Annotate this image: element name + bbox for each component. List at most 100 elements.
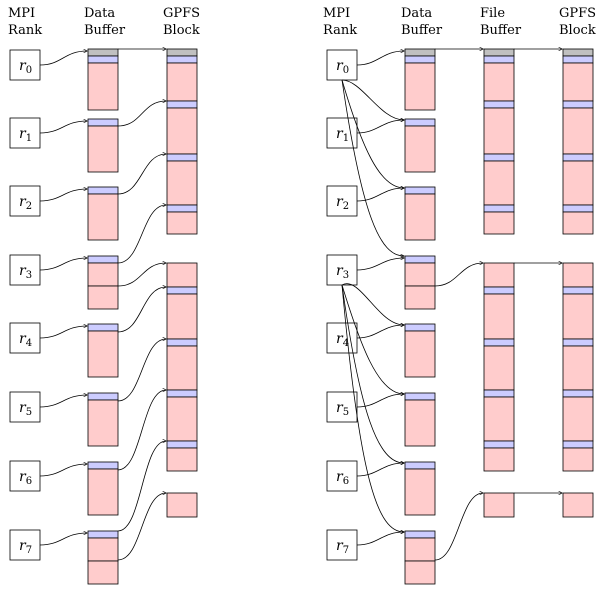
right-filebuffer-block-2-header-2	[483, 338, 515, 347]
left-header-rank-line2: Rank	[8, 23, 42, 38]
left-block-2-header-4	[166, 440, 198, 449]
left-buffer-6-header	[87, 461, 119, 470]
left-buffer-2-data	[87, 193, 119, 241]
right-rank-1: r1	[326, 117, 358, 149]
right-buffer-5	[404, 392, 436, 447]
left-buffer-4-data	[87, 330, 119, 378]
right-buffer-3	[404, 255, 436, 310]
right-rank-0: r0	[326, 49, 358, 81]
right-block-1-meta	[562, 48, 594, 57]
right-header-rank-line2: Rank	[323, 23, 357, 38]
right-block-1-data-0	[562, 62, 594, 102]
right-buffer-7-header	[404, 530, 436, 539]
left-rank-3: r3	[9, 254, 41, 286]
right-filebuffer-block-1-header-0	[483, 55, 515, 64]
right-filebuffer-block-3-data-0	[483, 492, 515, 518]
left-buffer-to-block-arrow-9	[117, 493, 166, 561]
left-block-2-data-2	[166, 345, 198, 391]
right-rank-to-buffer-arrow-0	[356, 51, 404, 66]
right-rank-3: r3	[326, 254, 358, 286]
right-block-1-data-2	[562, 160, 594, 206]
left-rank-1: r1	[9, 117, 41, 149]
right-rank-7: r7	[326, 529, 358, 561]
left-block-1-data-1	[166, 107, 198, 155]
right-r0-fan-arrow-c	[341, 79, 404, 256]
right-filebuffer-block-2-header-3	[483, 389, 515, 398]
right-filebuffer-block-1-header-2	[483, 153, 515, 162]
left-rank-0: r0	[9, 49, 41, 81]
right-block-2-header-2	[562, 338, 594, 347]
right-buffer-1-data	[404, 125, 436, 173]
left-buffer-3	[87, 255, 119, 310]
left-buffer-to-block-arrow-4	[117, 263, 166, 287]
right-filebuffer-block-1	[483, 48, 515, 235]
left-block-3	[166, 492, 198, 518]
left-header-block-line2: Block	[163, 23, 200, 38]
right-diagram: MPI Rank Data Buffer File Buffer GPFS Bl…	[323, 6, 596, 585]
left-rank-to-buffer-arrow-5	[39, 395, 87, 408]
left-rank-box-3	[9, 254, 41, 286]
right-rank-box-7	[326, 529, 358, 561]
right-filebuffer-block-2-header-1	[483, 286, 515, 295]
left-buffer-5	[87, 392, 119, 447]
left-buffer-6	[87, 461, 119, 516]
left-buffer-7	[87, 530, 119, 585]
right-buffer-6	[404, 461, 436, 516]
right-rank-6: r6	[326, 460, 358, 492]
left-block-1-header-3	[166, 204, 198, 213]
left-buffer-to-block-arrow-7	[117, 390, 166, 471]
left-rank-5: r5	[9, 391, 41, 423]
right-buffer-5-header	[404, 392, 436, 401]
left-block-2-data-1	[166, 293, 198, 340]
right-header-rank-line1: MPI	[323, 6, 350, 21]
right-rank-box-1	[326, 117, 358, 149]
right-rank-to-buffer-arrow-1	[356, 120, 404, 134]
right-filebuffer-block-2-header-4	[483, 440, 515, 449]
right-block-2-data-4	[562, 447, 594, 472]
right-rank-to-buffer-arrow-6	[356, 463, 404, 477]
left-rank-to-buffer-arrow-3	[39, 258, 87, 271]
left-rank-to-buffer-arrow-7	[39, 533, 87, 546]
right-header-block-line1: GPFS	[559, 6, 596, 21]
left-buffer-1	[87, 118, 119, 173]
left-buffer-7-data-a	[87, 537, 119, 562]
right-rank-2: r2	[326, 185, 358, 217]
right-block-3-data-0	[562, 492, 594, 518]
left-buffer-0	[87, 48, 119, 111]
right-block-1-data-1	[562, 107, 594, 155]
right-buffer-0-data	[404, 62, 436, 111]
right-block-2-header-3	[562, 389, 594, 398]
right-filebuffer-block-1-data-3	[483, 211, 515, 235]
left-buffer-1-header	[87, 118, 119, 127]
left-rank-7: r7	[9, 529, 41, 561]
right-rank-to-buffer-arrow-4	[356, 325, 404, 339]
left-rank-box-0	[9, 49, 41, 81]
left-buffer-5-header	[87, 392, 119, 401]
right-block-1-header-2	[562, 153, 594, 162]
right-block-2-data-1	[562, 293, 594, 340]
left-header-block-line1: GPFS	[163, 6, 200, 21]
right-rank-box-5	[326, 391, 358, 423]
left-block-2-data-3	[166, 396, 198, 442]
right-header-buffer-line2: Buffer	[401, 23, 443, 38]
left-rank-6: r6	[9, 460, 41, 492]
right-buffer-0	[404, 48, 436, 111]
right-block-2	[562, 262, 594, 472]
right-rank-box-2	[326, 185, 358, 217]
right-buffer-4	[404, 323, 436, 378]
right-buffer-1	[404, 118, 436, 173]
left-diagram: MPI Rank Data Buffer GPFS Block r0 r1 r2 r3…	[8, 6, 200, 585]
right-block-3	[562, 492, 594, 518]
right-block-2-data-0	[562, 262, 594, 288]
left-rank-to-buffer-arrow-0	[39, 51, 87, 66]
right-block-1-data-3	[562, 211, 594, 235]
left-header-buffer-line1: Data	[84, 6, 115, 21]
right-filebuffer-block-2-data-1	[483, 293, 515, 340]
right-block-1	[562, 48, 594, 235]
left-buffer-6-data	[87, 468, 119, 516]
right-filebuffer-block-1-header-1	[483, 100, 515, 109]
left-rank-to-buffer-arrow-2	[39, 189, 87, 202]
right-block-2-header-1	[562, 286, 594, 295]
right-filebuffer-block-3	[483, 492, 515, 518]
